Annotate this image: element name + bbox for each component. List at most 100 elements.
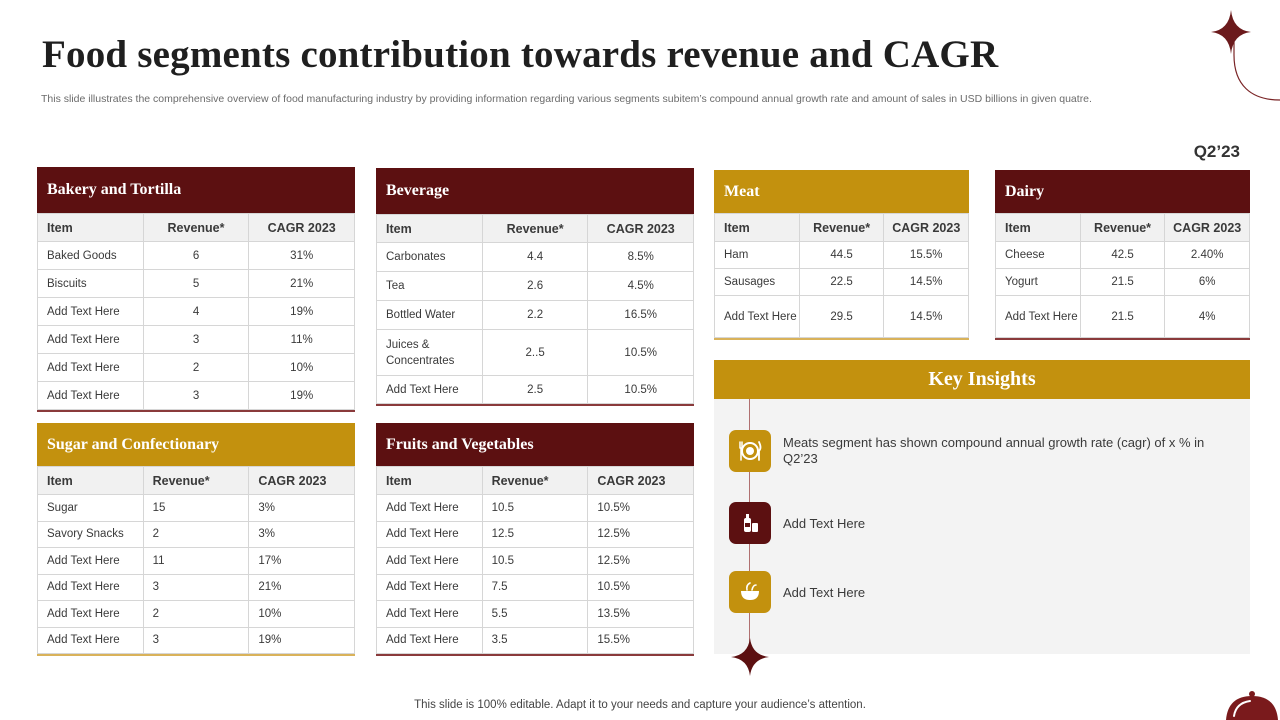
table-sugar: Item Revenue* CAGR 2023 Sugar 15 3% Savory S… — [37, 466, 355, 654]
table-row: Add Text Here 2 10% — [37, 600, 355, 628]
cell-item: Add Text Here — [376, 375, 483, 404]
table-meat: Item Revenue* CAGR 2023 Ham 44.5 15.5% Sausa… — [714, 213, 969, 338]
table-row: Yogurt 21.5 6% — [995, 268, 1250, 296]
cell-cagr: 17% — [248, 547, 355, 575]
table-row: Add Text Here 10.5 12.5% — [376, 547, 694, 575]
card-title-dairy: Dairy — [995, 170, 1250, 213]
cell-cagr: 19% — [248, 626, 355, 654]
col-header-revenue: Revenue* — [481, 214, 589, 243]
table-row: Juices & Concentrates 2..5 10.5% — [376, 329, 694, 376]
cell-revenue: 42.5 — [1079, 241, 1166, 269]
cell-cagr: 13.5% — [587, 600, 694, 628]
col-header-revenue: Revenue* — [481, 466, 589, 495]
cell-item: Add Text Here — [376, 547, 483, 575]
cell-revenue: 29.5 — [798, 295, 885, 338]
cell-cagr: 11% — [248, 325, 355, 354]
table-row: Add Text Here 21.5 4% — [995, 295, 1250, 338]
cell-item: Savory Snacks — [37, 520, 144, 548]
cell-item: Bottled Water — [376, 300, 483, 330]
card-title-bakery: Bakery and Tortilla — [37, 167, 355, 213]
cell-revenue: 2.6 — [481, 271, 589, 301]
table-row: Sausages 22.5 14.5% — [714, 268, 969, 296]
table-dairy: Item Revenue* CAGR 2023 Cheese 42.5 2.40% Yo… — [995, 213, 1250, 338]
table-row: Biscuits 5 21% — [37, 269, 355, 298]
table-row: Add Text Here 3 19% — [37, 381, 355, 410]
table-bakery: Item Revenue* CAGR 2023 Baked Goods 6 31% Bi… — [37, 213, 355, 410]
table-row: Add Text Here 3 11% — [37, 325, 355, 354]
cell-revenue: 11 — [142, 547, 250, 575]
cell-cagr: 12.5% — [587, 520, 694, 548]
cell-item: Add Text Here — [37, 297, 144, 326]
col-header-revenue: Revenue* — [142, 466, 250, 495]
cell-item: Add Text Here — [37, 573, 144, 601]
cell-revenue: 10.5 — [481, 494, 589, 522]
cell-item: Carbonates — [376, 242, 483, 272]
col-header-cagr: CAGR 2023 — [883, 213, 969, 242]
col-header-cagr: CAGR 2023 — [248, 213, 355, 242]
col-header-revenue: Revenue* — [142, 213, 250, 242]
cell-item: Add Text Here — [37, 381, 144, 410]
table-row: Bottled Water 2.2 16.5% — [376, 300, 694, 330]
col-header-cagr: CAGR 2023 — [587, 214, 694, 243]
cell-cagr: 10.5% — [587, 573, 694, 601]
table-row: Add Text Here 29.5 14.5% — [714, 295, 969, 338]
card-title-fruits: Fruits and Vegetables — [376, 423, 694, 466]
col-header-revenue: Revenue* — [1079, 213, 1166, 242]
cell-revenue: 7.5 — [481, 573, 589, 601]
cell-revenue: 5 — [142, 269, 250, 298]
cell-cagr: 31% — [248, 241, 355, 270]
quarter-label: Q2’23 — [1193, 142, 1240, 161]
cell-revenue: 2 — [142, 600, 250, 628]
insight-text-1: Meats segment has shown compound annual … — [783, 435, 1205, 466]
cell-cagr: 21% — [248, 573, 355, 601]
cell-revenue: 4 — [142, 297, 250, 326]
cell-revenue: 2 — [142, 353, 250, 382]
card-title-meat: Meat — [714, 170, 969, 213]
table-row: Add Text Here 3 21% — [37, 573, 355, 601]
card-meat: Meat Item Revenue* CAGR 2023 Ham 44.5 15.5% … — [714, 170, 969, 340]
cell-item: Add Text Here — [376, 600, 483, 628]
col-header-cagr: CAGR 2023 — [248, 466, 355, 495]
card-beverage: Beverage Item Revenue* CAGR 2023 Carbonate… — [376, 168, 694, 406]
page-title: Food segments contribution towards reven… — [42, 33, 999, 76]
table-row: Ham 44.5 15.5% — [714, 241, 969, 269]
table-row: Add Text Here 3 19% — [37, 626, 355, 654]
table-fruits: Item Revenue* CAGR 2023 Add Text Here 10.5 1… — [376, 466, 694, 654]
cell-item: Ham — [714, 241, 800, 269]
col-header-item: Item — [376, 214, 483, 243]
key-insights-panel: Key Insights Meats segment has shown com… — [714, 360, 1250, 654]
cell-cagr: 8.5% — [587, 242, 694, 272]
insight-text-2: Add Text Here — [783, 516, 866, 531]
cell-revenue: 10.5 — [481, 547, 589, 575]
cell-item: Add Text Here — [37, 626, 144, 654]
table-row: Tea 2.6 4.5% — [376, 271, 694, 301]
cell-item: Add Text Here — [37, 547, 144, 575]
table-row: Add Text Here 5.5 13.5% — [376, 600, 694, 628]
star-decoration-icon — [731, 638, 769, 676]
col-header-cagr: CAGR 2023 — [1164, 213, 1250, 242]
cell-item: Add Text Here — [376, 573, 483, 601]
table-row: Sugar 15 3% — [37, 494, 355, 522]
table-row: Add Text Here 2.5 10.5% — [376, 375, 694, 404]
cell-cagr: 16.5% — [587, 300, 694, 330]
cell-item: Add Text Here — [714, 295, 800, 338]
cell-cagr: 10.5% — [587, 375, 694, 404]
cell-cagr: 10.5% — [587, 329, 694, 376]
cell-item: Juices & Concentrates — [376, 329, 483, 376]
cell-revenue: 15 — [142, 494, 250, 522]
cell-revenue: 12.5 — [481, 520, 589, 548]
cell-item: Add Text Here — [376, 494, 483, 522]
table-row: Add Text Here 12.5 12.5% — [376, 520, 694, 548]
cell-cagr: 14.5% — [883, 268, 969, 296]
card-title-beverage: Beverage — [376, 168, 694, 214]
insight-text-3: Add Text Here — [783, 585, 866, 600]
cell-cagr: 21% — [248, 269, 355, 298]
cell-revenue: 21.5 — [1079, 295, 1166, 338]
cell-cagr: 4.5% — [587, 271, 694, 301]
col-header-item: Item — [995, 213, 1081, 242]
table-row: Add Text Here 7.5 10.5% — [376, 573, 694, 601]
cell-item: Add Text Here — [376, 626, 483, 654]
cell-cagr: 4% — [1164, 295, 1250, 338]
cell-revenue: 2.2 — [481, 300, 589, 330]
cell-cagr: 3% — [248, 494, 355, 522]
